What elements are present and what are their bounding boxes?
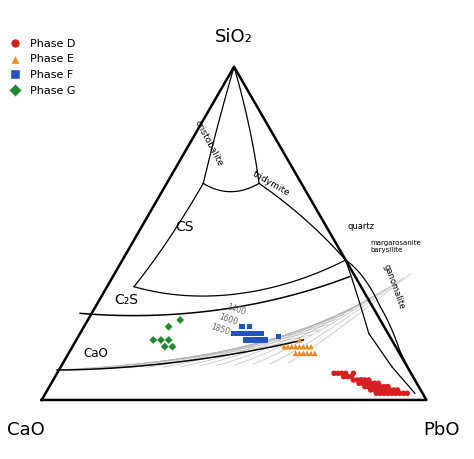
Phase E [311, 350, 319, 357]
Phase F [253, 336, 261, 344]
Phase E [296, 336, 303, 344]
Text: 1850: 1850 [210, 323, 231, 337]
Phase D [380, 383, 388, 390]
Phase F [238, 330, 246, 337]
Phase D [359, 380, 367, 387]
Phase E [307, 350, 315, 357]
Phase D [374, 386, 382, 394]
Text: 1600: 1600 [218, 313, 239, 327]
Phase F [257, 330, 265, 337]
Phase D [347, 373, 355, 381]
Text: margarosanite
barysilite: margarosanite barysilite [371, 240, 421, 253]
Phase F [246, 336, 253, 344]
Phase D [403, 390, 411, 397]
Phase D [373, 390, 380, 397]
Phase E [303, 350, 311, 357]
Phase D [380, 390, 388, 397]
Text: tridymite: tridymite [250, 169, 291, 198]
Phase D [374, 380, 382, 387]
Phase D [365, 383, 373, 390]
Phase F [246, 323, 253, 330]
Phase D [342, 369, 349, 377]
Phase D [394, 386, 401, 394]
Text: ganomalite: ganomalite [382, 263, 406, 311]
Phase D [340, 373, 347, 381]
Phase D [369, 383, 376, 390]
Phase E [296, 343, 303, 350]
Phase D [384, 390, 392, 397]
Text: SiO₂: SiO₂ [215, 28, 253, 45]
Phase F [249, 336, 257, 344]
Phase E [300, 350, 307, 357]
Phase D [334, 369, 342, 377]
Phase D [354, 376, 361, 384]
Phase D [365, 376, 373, 384]
Phase F [234, 330, 242, 337]
Phase D [344, 373, 351, 381]
Phase E [303, 343, 311, 350]
Text: 1400: 1400 [225, 303, 246, 317]
Phase D [396, 390, 403, 397]
Phase D [373, 383, 380, 390]
Phase F [242, 336, 249, 344]
Phase E [284, 343, 292, 350]
Phase F [261, 336, 269, 344]
Phase D [361, 383, 369, 390]
Phase G [165, 323, 173, 330]
Phase D [371, 380, 378, 387]
Phase E [300, 343, 307, 350]
Phase D [400, 390, 407, 397]
Text: cristobalite: cristobalite [193, 119, 225, 168]
Phase D [367, 386, 374, 394]
Phase G [165, 336, 173, 344]
Phase F [246, 330, 253, 337]
Phase G [169, 343, 176, 350]
Phase D [338, 369, 346, 377]
Phase F [238, 323, 246, 330]
Phase F [242, 330, 249, 337]
Text: CaO: CaO [8, 421, 45, 439]
Phase E [307, 343, 315, 350]
Phase D [367, 380, 374, 387]
Text: quartz: quartz [347, 222, 374, 231]
Phase D [371, 386, 378, 394]
Phase E [288, 343, 296, 350]
Phase E [292, 343, 300, 350]
Phase D [392, 390, 400, 397]
Phase D [357, 376, 365, 384]
Legend: Phase D, Phase E, Phase F, Phase G: Phase D, Phase E, Phase F, Phase G [0, 34, 81, 100]
Phase D [361, 376, 369, 384]
Phase D [376, 383, 384, 390]
Phase F [257, 336, 265, 344]
Phase E [280, 343, 288, 350]
Phase D [357, 376, 365, 384]
Phase D [349, 376, 357, 384]
Phase E [292, 350, 300, 357]
Phase D [386, 386, 394, 394]
Phase D [384, 383, 392, 390]
Phase E [296, 350, 303, 357]
Phase G [176, 316, 184, 324]
Phase F [249, 330, 257, 337]
Phase D [390, 386, 398, 394]
Phase G [149, 336, 157, 344]
Phase G [157, 336, 165, 344]
Phase D [330, 369, 338, 377]
Phase F [230, 330, 238, 337]
Phase D [363, 380, 371, 387]
Text: PbO: PbO [424, 421, 460, 439]
Phase D [356, 380, 363, 387]
Phase D [378, 386, 386, 394]
Phase F [253, 330, 261, 337]
Text: CaO: CaO [83, 347, 108, 360]
Phase D [349, 369, 357, 377]
Text: C₂S: C₂S [114, 293, 138, 307]
Phase D [382, 386, 390, 394]
Phase F [274, 333, 282, 340]
Phase D [376, 390, 384, 397]
Phase D [388, 390, 396, 397]
Text: CS: CS [175, 220, 193, 234]
Phase G [161, 343, 169, 350]
